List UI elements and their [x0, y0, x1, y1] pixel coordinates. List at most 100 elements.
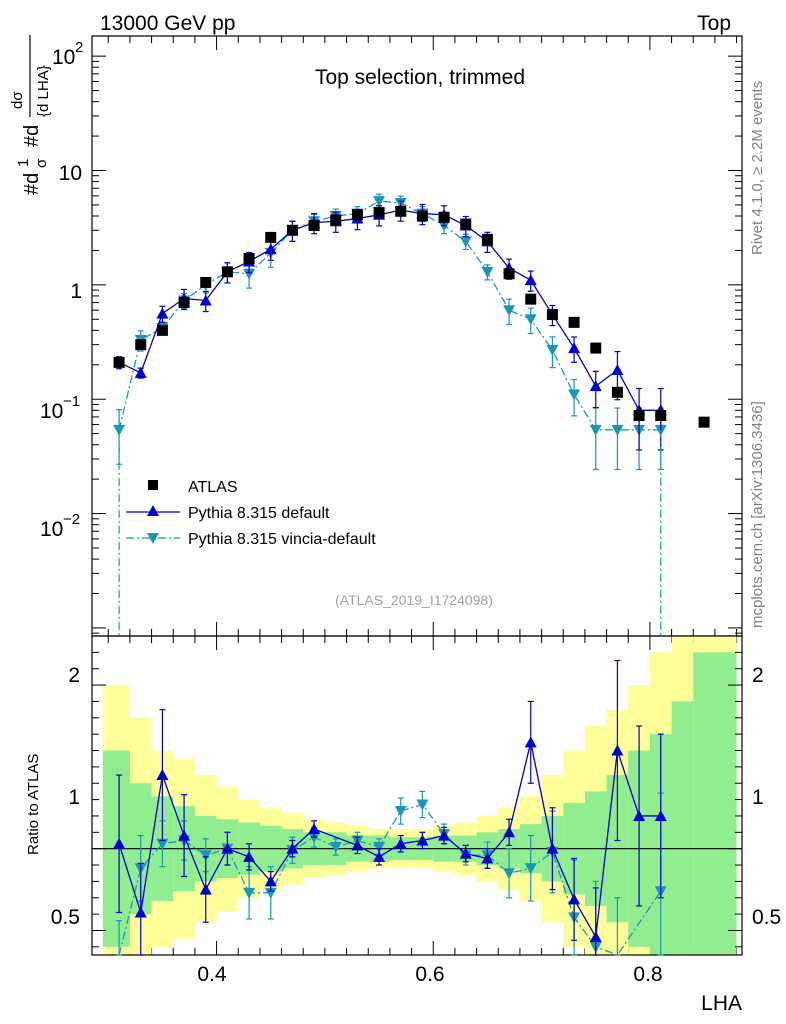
default-marker: [199, 294, 212, 306]
default-ratio-marker: [589, 931, 602, 943]
atlas-data-point: [221, 266, 233, 278]
tick-label-001-base: 10: [40, 518, 63, 541]
atlas-data-point: [135, 339, 147, 351]
vincia-ratio-marker: [243, 887, 256, 899]
default-ratio-marker: [308, 823, 321, 835]
atlas-data-point: [481, 233, 493, 245]
default-ratio-marker: [524, 736, 537, 748]
default-ratio-marker: [178, 829, 191, 841]
default-ratio-marker: [416, 834, 429, 846]
vincia-ratio-marker: [524, 863, 537, 875]
legend-marker-atlas: [148, 480, 158, 490]
default-marker: [611, 364, 624, 376]
default-ratio-marker: [351, 839, 364, 851]
atlas-data-point: [373, 206, 385, 218]
legend-marker-vincia: [147, 533, 159, 544]
vincia-ratio-marker: [416, 799, 429, 811]
ratio-y-tick-05-left: 0.5: [51, 906, 80, 929]
x-tick-0p4: 0.4: [197, 963, 227, 986]
atlas-data-point: [243, 253, 255, 265]
vincia-ratio-marker: [264, 887, 277, 899]
atlas-data-point: [503, 268, 515, 280]
vincia-ratio-marker: [373, 842, 386, 854]
vincia-marker: [568, 389, 581, 401]
y-label-dlha: {d LHA}: [35, 65, 52, 117]
y-label-dsigma: dσ: [9, 91, 26, 109]
atlas-data-point: [200, 276, 212, 288]
ratio-y-tick-1-right: 1: [752, 786, 764, 809]
default-ratio-marker: [611, 744, 624, 756]
default-ratio-marker: [503, 826, 516, 838]
atlas-data-point: [611, 386, 623, 398]
x-tick-0p8: 0.8: [633, 963, 662, 986]
atlas-data-point: [698, 416, 710, 428]
legend-label-vincia: Pythia 8.315 vincia-default: [188, 531, 376, 548]
default-marker: [156, 307, 169, 319]
default-ratio-marker: [546, 842, 559, 854]
default-ratio-marker: [481, 852, 494, 864]
main-y-tick-0p1: 10 −1: [40, 393, 80, 423]
atlas-data-point: [590, 342, 602, 354]
vincia-marker: [611, 424, 624, 436]
default-marker: [524, 274, 537, 286]
mcplots-label: mcplots.cern.ch [arXiv:1306.3436]: [749, 401, 766, 628]
atlas-data-point: [178, 297, 190, 309]
ratio-y-tick-2-right: 2: [752, 664, 764, 687]
y-label-d2: #d: [21, 125, 43, 147]
default-marker: [589, 380, 602, 392]
analysis-id: (ATLAS_2019_I1724098): [335, 592, 493, 608]
default-ratio-marker: [134, 906, 147, 918]
atlas-data-point: [655, 410, 667, 422]
energy-label: 13000 GeV pp: [100, 12, 235, 35]
main-y-tick-100: 10 2: [52, 39, 83, 69]
main-y-tick-1: 1: [70, 280, 82, 303]
y-label-sigma: σ: [33, 158, 50, 168]
ratio-band-green: [671, 701, 694, 955]
atlas-data-point: [113, 356, 125, 368]
default-ratio-marker: [373, 850, 386, 862]
default-ratio-marker: [654, 809, 667, 821]
main-y-axis-label: #d 1 σ #d dσ {d LHA}: [9, 35, 52, 195]
atlas-data-point: [568, 316, 580, 328]
tick-label-001-exp: −2: [63, 511, 80, 528]
atlas-data-point: [308, 220, 320, 232]
tick-label-100-exp: 2: [75, 39, 83, 56]
vincia-marker: [589, 424, 602, 436]
default-ratio-marker: [156, 769, 169, 781]
legend: ATLAS Pythia 8.315 default Pythia 8.315 …: [126, 479, 376, 548]
ratio-y-tick-05-right: 0.5: [752, 906, 781, 929]
vincia-marker: [481, 266, 494, 278]
x-tick-0p6: 0.6: [415, 963, 444, 986]
default-ratio-marker: [113, 837, 126, 849]
vincia-marker: [546, 344, 559, 356]
vincia-marker: [524, 314, 537, 326]
default-marker: [568, 342, 581, 354]
legend-label-atlas: ATLAS: [188, 479, 238, 496]
ratio-frame: [91, 635, 743, 956]
tick-label-01-exp: −1: [63, 393, 80, 410]
default-ratio-marker: [568, 893, 581, 905]
vincia-ratio-marker: [394, 806, 407, 818]
default-ratio-marker: [264, 875, 277, 887]
default-ratio-marker: [243, 850, 256, 862]
default-ratio-marker: [394, 837, 407, 849]
atlas-data-point: [156, 324, 168, 336]
x-axis-label: LHA: [701, 992, 742, 1015]
category-label: Top: [697, 12, 731, 35]
default-ratio-marker: [199, 883, 212, 895]
atlas-data-point: [351, 209, 363, 221]
tick-label-100-base: 10: [52, 46, 75, 69]
atlas-data-point: [265, 231, 277, 243]
vincia-ratio-marker: [503, 868, 516, 880]
vincia-marker: [503, 305, 516, 317]
ratio-panel: [91, 635, 743, 956]
atlas-data-point: [330, 214, 342, 226]
ratio-y-axis-label: Ratio to ATLAS: [25, 754, 42, 855]
legend-label-default: Pythia 8.315 default: [188, 505, 330, 522]
main-y-tick-0p01: 10 −2: [40, 511, 80, 541]
ratio-band-green: [693, 652, 737, 955]
vincia-marker: [243, 268, 256, 280]
vincia-ratio-marker: [156, 838, 169, 850]
ratio-y-tick-1-left: 1: [68, 786, 80, 809]
